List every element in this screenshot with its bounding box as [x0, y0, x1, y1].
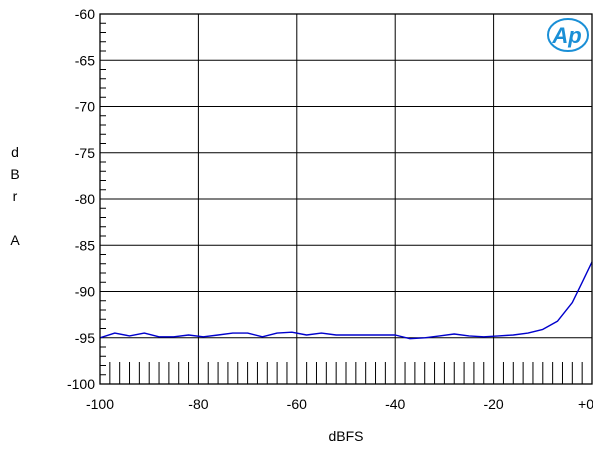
series-line-0 — [99, 261, 593, 340]
y-axis-title-char: d — [11, 144, 19, 160]
y-axis-title-char: B — [10, 166, 19, 182]
x-tick-label: -80 — [188, 396, 208, 412]
y-tick-label: -100 — [67, 376, 95, 392]
plot-frame — [99, 13, 593, 385]
x-tick-label: -40 — [385, 396, 405, 412]
minor-ticks — [100, 22, 583, 384]
ap-logo: Ap — [547, 18, 589, 52]
ap-logo-text: Ap — [551, 23, 581, 48]
x-tick-label: +0 — [578, 396, 593, 412]
x-tick-label: -60 — [287, 396, 307, 412]
y-axis-title-char: r — [13, 188, 18, 204]
x-tick-label: -20 — [483, 396, 503, 412]
ap-logo-ring — [547, 18, 589, 52]
series-group — [99, 261, 593, 340]
y-tick-label: -65 — [75, 52, 95, 68]
x-axis-title: dBFS — [328, 428, 363, 444]
y-tick-label: -60 — [75, 6, 95, 22]
y-tick-label: -85 — [75, 237, 95, 253]
y-axis-title-char: A — [10, 232, 20, 248]
y-tick-label: -90 — [75, 284, 95, 300]
y-tick-label: -70 — [75, 99, 95, 115]
y-tick-label: -75 — [75, 145, 95, 161]
y-axis-title: dBr A — [10, 144, 20, 248]
y-tick-label: -80 — [75, 191, 95, 207]
x-tick-label: -100 — [86, 396, 114, 412]
x-tick-labels: -100 -80 -60 -40 -20 +0 — [86, 396, 593, 412]
y-tick-labels: -60 -65 -70 -75 -80 -85 -90 -95 -100 — [67, 6, 95, 392]
y-tick-label: -95 — [75, 330, 95, 346]
